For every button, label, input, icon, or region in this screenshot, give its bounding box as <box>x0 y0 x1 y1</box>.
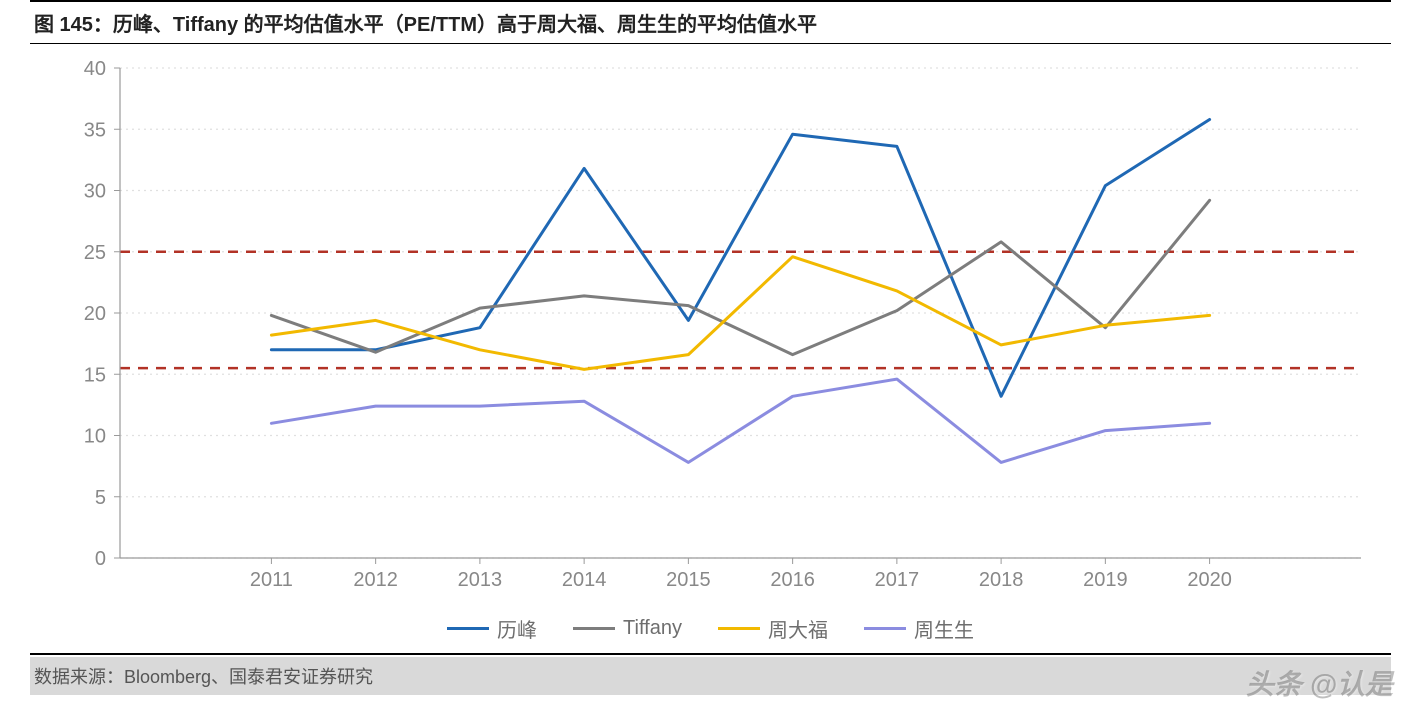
svg-text:2020: 2020 <box>1187 569 1232 591</box>
legend-item: Tiffany <box>573 617 682 640</box>
svg-text:0: 0 <box>95 548 106 570</box>
legend-item: 历峰 <box>447 614 537 643</box>
svg-text:2019: 2019 <box>1083 569 1128 591</box>
svg-text:20: 20 <box>84 303 106 325</box>
legend-swatch <box>447 627 489 630</box>
legend-label: 周生生 <box>914 614 974 643</box>
svg-text:5: 5 <box>95 487 106 509</box>
svg-text:40: 40 <box>84 58 106 80</box>
svg-text:25: 25 <box>84 242 106 264</box>
legend-label: 历峰 <box>497 614 537 643</box>
legend-item: 周大福 <box>718 614 828 643</box>
chart-plot-area: 0 5 10 15 20 25 30 35 40 2011 2012 2013 2014 2015 2016… <box>30 48 1391 608</box>
legend-label: 周大福 <box>768 614 828 643</box>
chart-legend: 历峰 Tiffany 周大福 周生生 <box>30 608 1391 655</box>
svg-text:2012: 2012 <box>353 569 398 591</box>
svg-text:2015: 2015 <box>666 569 711 591</box>
svg-text:10: 10 <box>84 426 106 448</box>
legend-swatch <box>573 627 615 630</box>
legend-label: Tiffany <box>623 617 682 640</box>
svg-text:2013: 2013 <box>458 569 503 591</box>
chart-title: 图 145：历峰、Tiffany 的平均估值水平（PE/TTM）高于周大福、周生… <box>34 14 817 36</box>
legend-swatch <box>864 627 906 630</box>
chart-title-bar: 图 145：历峰、Tiffany 的平均估值水平（PE/TTM）高于周大福、周生… <box>30 0 1391 44</box>
svg-text:35: 35 <box>84 119 106 141</box>
legend-item: 周生生 <box>864 614 974 643</box>
svg-text:15: 15 <box>84 364 106 386</box>
svg-text:2014: 2014 <box>562 569 607 591</box>
chart-source: 数据来源：Bloomberg、国泰君安证券研究 <box>30 657 1391 695</box>
svg-text:30: 30 <box>84 181 106 203</box>
legend-swatch <box>718 627 760 630</box>
svg-text:2011: 2011 <box>250 569 293 591</box>
svg-text:2018: 2018 <box>979 569 1024 591</box>
svg-text:2017: 2017 <box>875 569 920 591</box>
svg-text:2016: 2016 <box>770 569 815 591</box>
line-chart: 0 5 10 15 20 25 30 35 40 2011 2012 2013 2014 2015 2016… <box>30 48 1391 608</box>
source-text: 数据来源：Bloomberg、国泰君安证券研究 <box>34 667 373 687</box>
